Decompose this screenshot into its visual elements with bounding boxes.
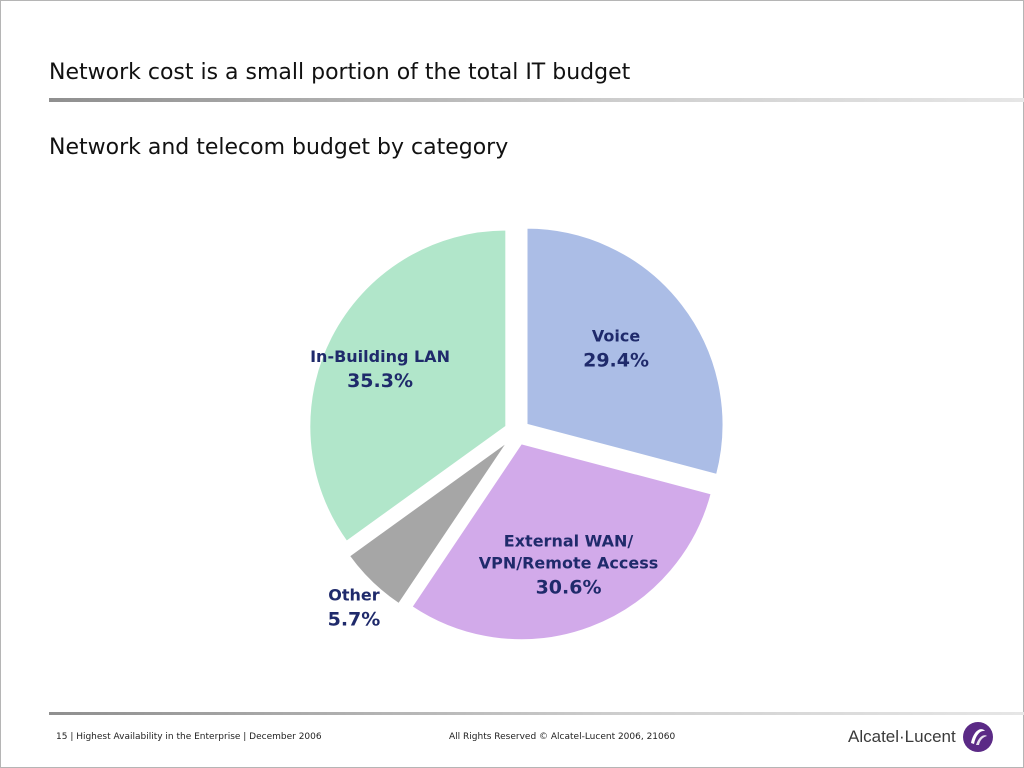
footer-divider: [49, 712, 1024, 715]
pie-slice-voice: [525, 226, 725, 477]
slice-label-value: 30.6%: [536, 577, 602, 599]
slice-label-name: External WAN/: [504, 532, 634, 551]
slide-title: Network cost is a small portion of the t…: [49, 60, 631, 85]
pie-slices: [308, 226, 725, 642]
footer-page-info: 15 | Highest Availability in the Enterpr…: [56, 732, 322, 742]
brand-logo-group: Alcatel·Lucent: [848, 721, 994, 753]
pie-slice-in-building-lan: [308, 228, 508, 544]
title-divider: [49, 98, 1024, 102]
footer-copyright: All Rights Reserved © Alcatel-Lucent 200…: [449, 732, 676, 742]
chart-subtitle: Network and telecom budget by category: [49, 135, 509, 160]
slice-label-name: Other: [328, 586, 379, 605]
alcatel-lucent-swirl-icon: [962, 722, 993, 752]
pie-chart: Voice 29.4% External WAN/VPN/Remote Access…: [308, 226, 725, 642]
brand-name: Alcatel·Lucent: [848, 727, 956, 746]
pie-slice-external-wan-vpn-remote-access: [410, 442, 713, 642]
slice-label-value: 35.3%: [347, 370, 413, 392]
pie-slice-other: [347, 439, 510, 606]
slice-label-value: 5.7%: [328, 609, 381, 631]
slice-label-value: 29.4%: [583, 350, 649, 372]
pie-labels: Voice 29.4% External WAN/VPN/Remote Access…: [310, 327, 658, 631]
slice-label-name: Voice: [592, 327, 640, 346]
slice-label-name: VPN/Remote Access: [479, 554, 659, 573]
slice-label-name: In-Building LAN: [310, 347, 450, 366]
